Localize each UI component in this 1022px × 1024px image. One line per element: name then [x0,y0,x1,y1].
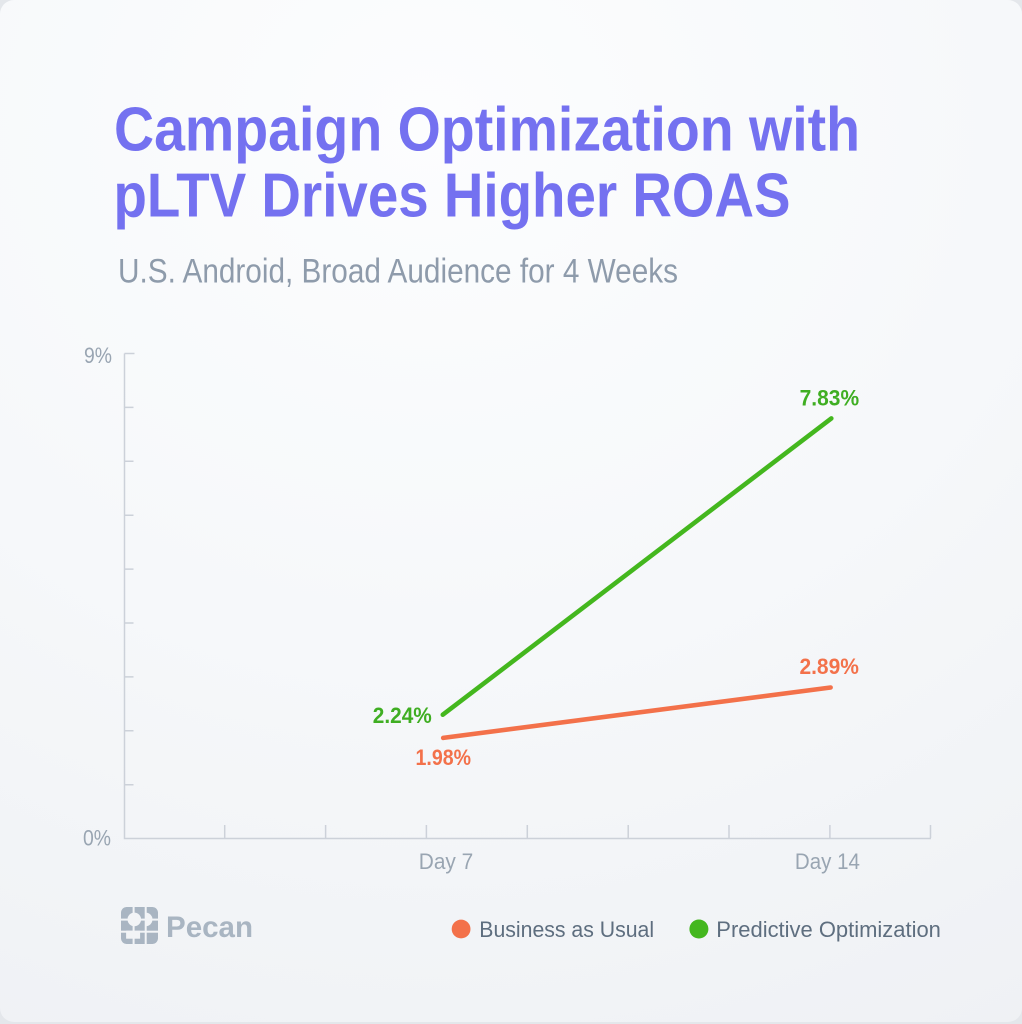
svg-text:0%: 0% [83,825,111,850]
svg-text:Pecan: Pecan [166,911,253,944]
svg-text:U.S. Android, Broad Audience f: U.S. Android, Broad Audience for 4 Weeks [118,253,678,291]
svg-text:Day 7: Day 7 [419,849,474,874]
svg-text:2.89%: 2.89% [799,654,859,679]
svg-text:1.98%: 1.98% [416,745,472,770]
svg-text:Campaign Optimization with: Campaign Optimization with [114,96,860,165]
svg-text:2.24%: 2.24% [373,703,432,728]
svg-text:7.83%: 7.83% [800,385,860,410]
svg-text:Day 14: Day 14 [795,849,860,874]
svg-text:9%: 9% [84,343,112,368]
svg-text:Predictive Optimization: Predictive Optimization [716,917,941,942]
svg-text:pLTV Drives Higher ROAS: pLTV Drives Higher ROAS [114,161,791,230]
svg-text:Business as Usual: Business as Usual [479,917,654,942]
